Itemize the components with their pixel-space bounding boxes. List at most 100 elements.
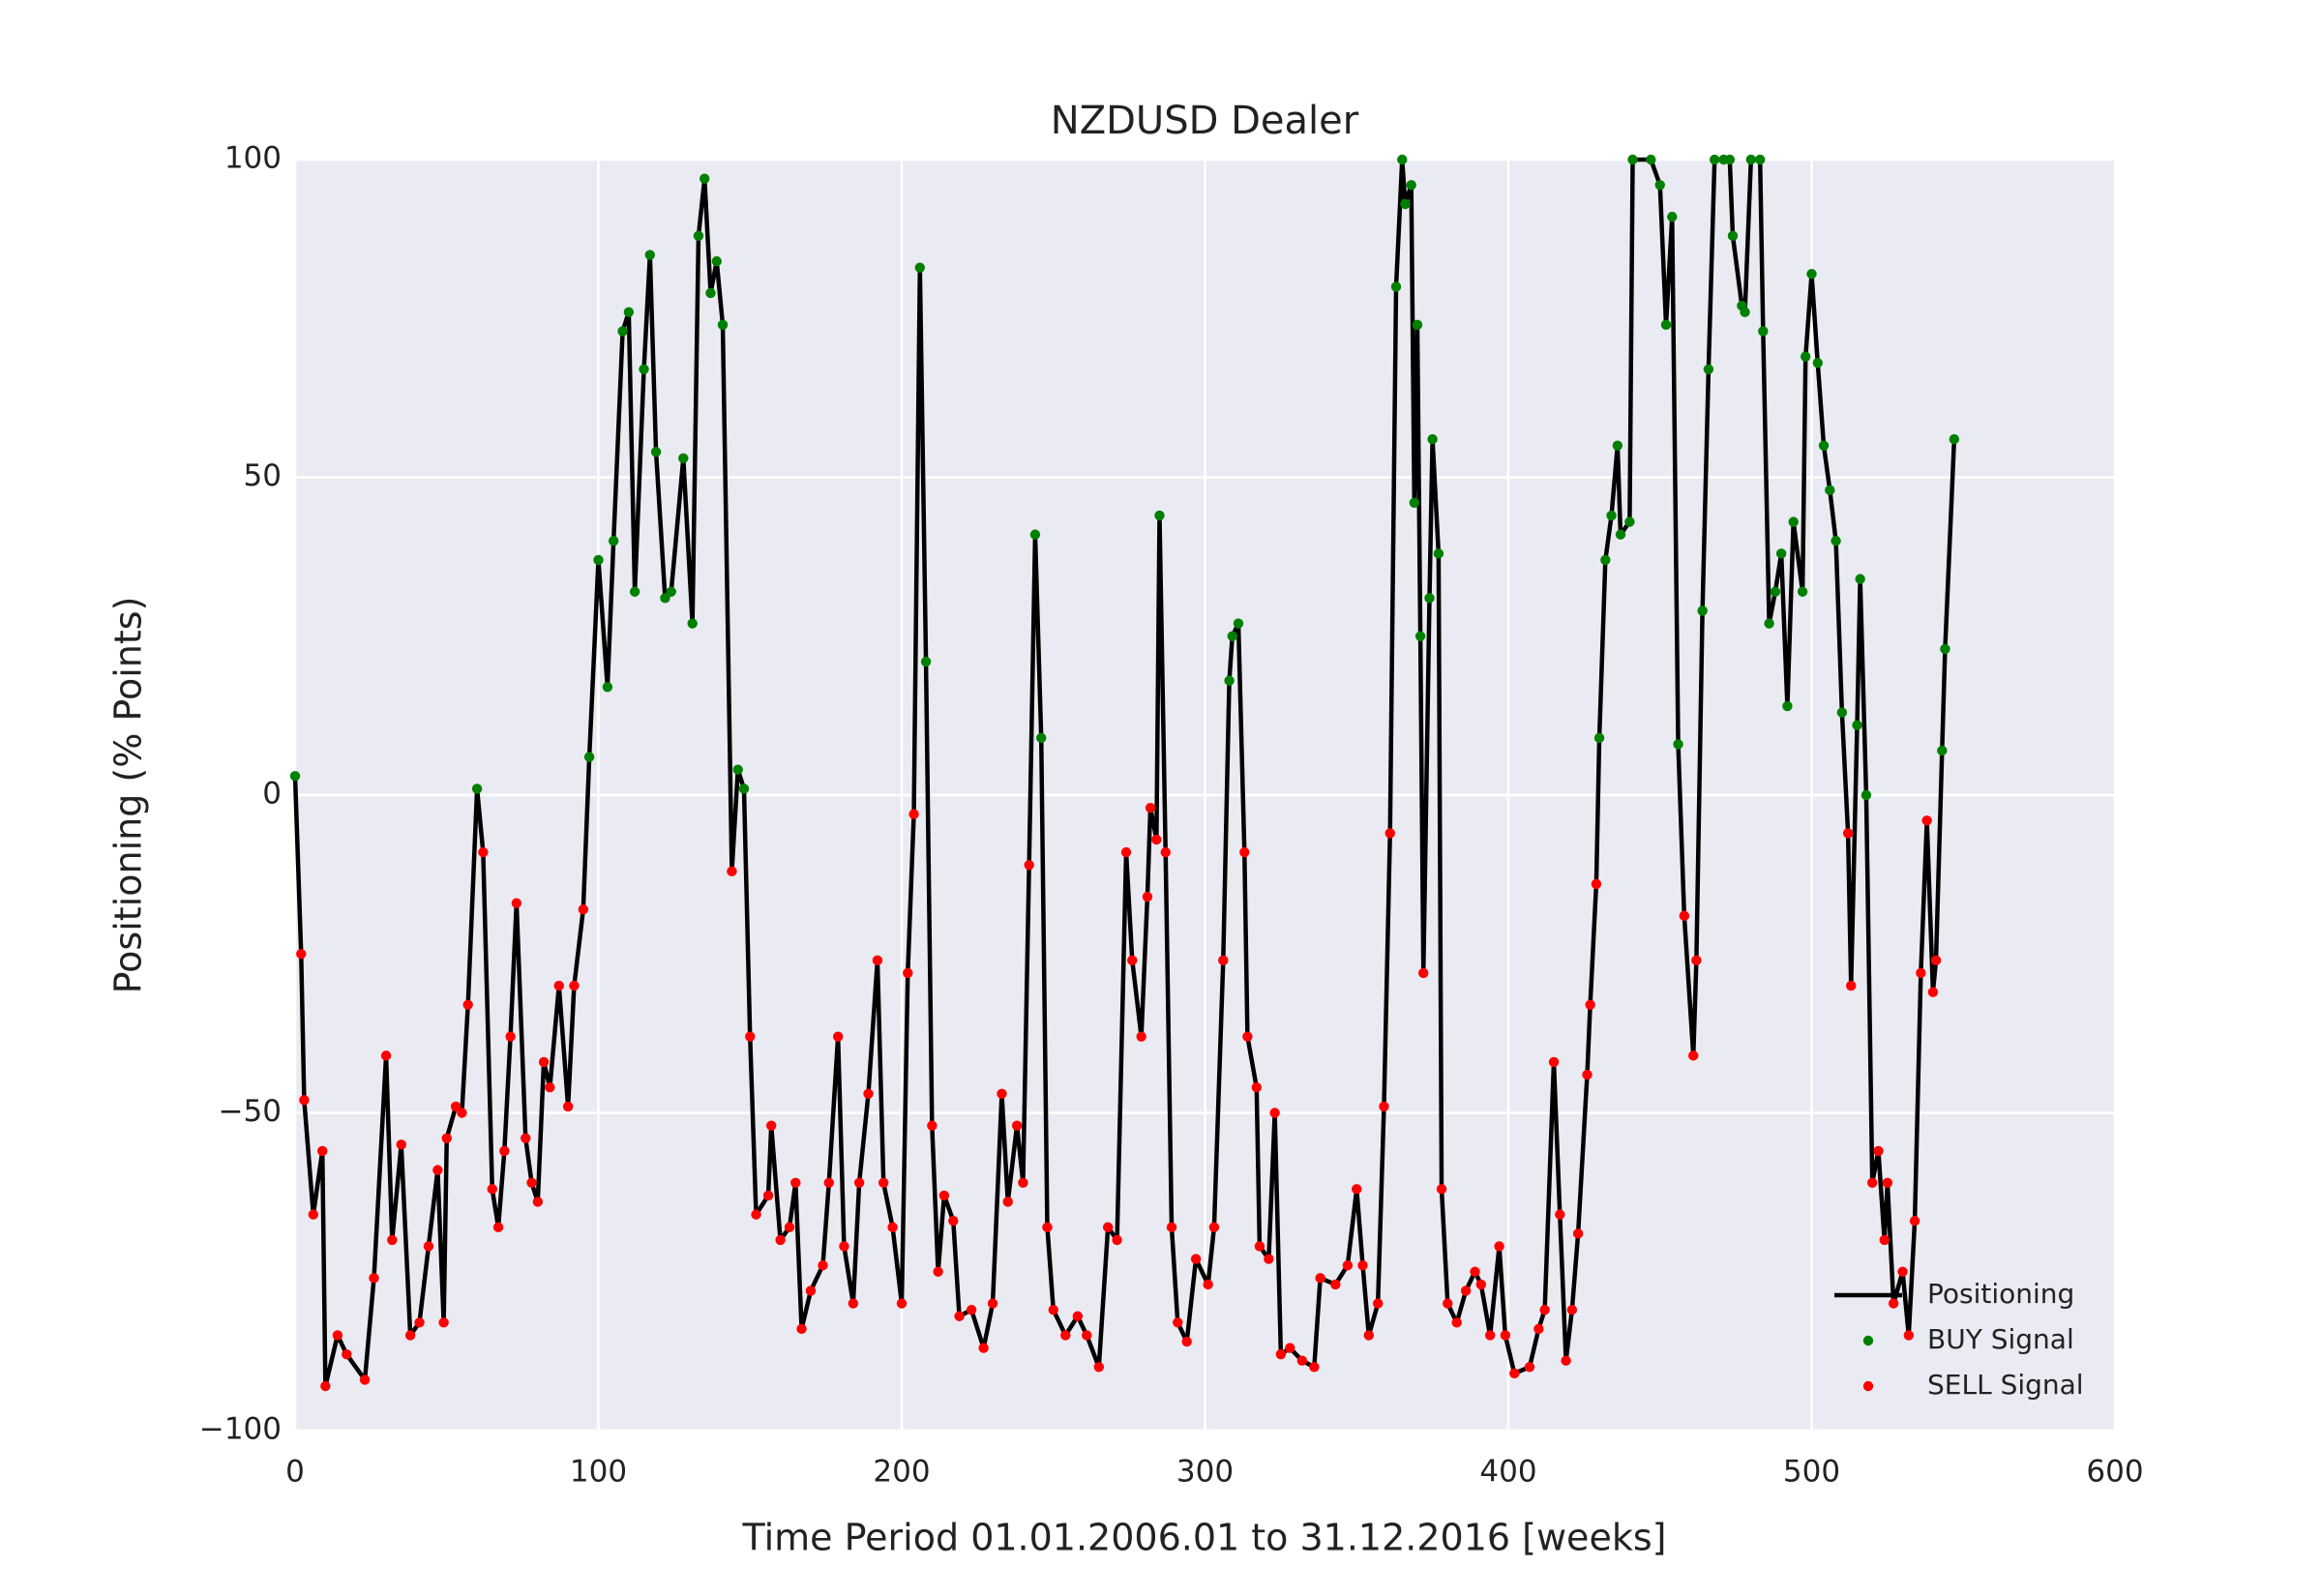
signal-point — [1500, 1330, 1511, 1341]
signal-point — [499, 1145, 510, 1157]
signal-point — [805, 1286, 817, 1296]
signal-point — [1646, 154, 1656, 165]
signal-point — [1145, 802, 1156, 813]
signal-point — [1275, 1348, 1287, 1360]
signal-point — [872, 955, 883, 966]
signal-point — [505, 1031, 516, 1042]
legend-point-swatch — [1862, 1380, 1874, 1392]
signal-point — [1330, 1279, 1341, 1290]
signal-point — [1102, 1222, 1114, 1232]
signal-point — [1352, 1184, 1362, 1195]
signal-point — [1315, 1273, 1325, 1284]
signal-point — [432, 1165, 443, 1175]
signal-point — [920, 656, 932, 667]
signal-point — [1703, 364, 1714, 375]
signal-point — [1949, 433, 1960, 445]
signal-point — [1484, 1330, 1496, 1341]
signal-point — [790, 1177, 801, 1188]
signal-point — [526, 1177, 537, 1188]
signal-point — [1269, 1108, 1280, 1118]
signal-point — [359, 1374, 371, 1385]
signal-point — [1342, 1259, 1354, 1271]
signal-point — [602, 682, 613, 693]
signal-point — [441, 1133, 452, 1143]
signal-point — [1691, 955, 1702, 966]
signal-point — [745, 1031, 756, 1042]
signal-point — [660, 593, 670, 604]
signal-point — [700, 173, 710, 184]
x-axis-label: Time Period 01.01.2006.01 to 31.12.2016 … — [742, 1517, 1667, 1559]
signal-point — [1173, 1317, 1183, 1328]
signal-point — [839, 1241, 849, 1252]
signal-point — [738, 783, 750, 794]
signal-point — [1909, 1215, 1920, 1227]
signal-point — [289, 771, 301, 782]
signal-point — [818, 1259, 828, 1271]
y-tick-label: −100 — [199, 1412, 282, 1447]
signal-point — [1667, 211, 1678, 222]
signal-point — [1861, 789, 1872, 801]
signal-point — [320, 1380, 331, 1392]
signal-point — [1460, 1286, 1472, 1296]
signal-point — [1921, 815, 1932, 826]
signal-point — [1208, 1222, 1220, 1232]
signal-point — [832, 1031, 844, 1042]
signal-point — [1082, 1330, 1092, 1341]
signal-point — [1397, 154, 1408, 165]
y-axis-label: Positioning (% Points) — [107, 597, 150, 994]
signal-point — [1443, 1298, 1453, 1309]
signal-point — [1433, 548, 1444, 559]
signal-point — [1436, 1184, 1447, 1195]
signal-point — [1855, 574, 1865, 584]
signal-point — [1412, 319, 1423, 331]
signal-point — [1357, 1259, 1368, 1271]
signal-point — [1251, 1082, 1262, 1093]
signal-point — [823, 1177, 834, 1188]
signal-point — [1600, 554, 1611, 566]
signal-point — [1296, 1355, 1308, 1366]
signal-point — [863, 1088, 874, 1099]
signal-point — [1181, 1336, 1192, 1347]
signal-point — [538, 1056, 550, 1068]
signal-point — [732, 764, 743, 775]
signal-point — [987, 1298, 998, 1309]
plot-marks — [289, 154, 1960, 1392]
signal-point — [1615, 529, 1626, 540]
signal-point — [1582, 1069, 1593, 1080]
signal-point — [1679, 910, 1690, 922]
signal-point — [623, 307, 635, 317]
signal-point — [717, 319, 729, 331]
signal-point — [1591, 878, 1602, 890]
signal-point — [927, 1120, 938, 1131]
signal-point — [511, 898, 522, 908]
signal-point — [1561, 1355, 1571, 1366]
signal-point — [678, 453, 689, 463]
signal-point — [1801, 351, 1811, 362]
signal-point — [1627, 154, 1638, 165]
signal-point — [1566, 1304, 1578, 1315]
signal-point — [1151, 834, 1162, 845]
signal-point — [1764, 618, 1774, 629]
signal-point — [317, 1145, 328, 1157]
y-tick-label: 100 — [224, 141, 282, 176]
signal-point — [1470, 1266, 1480, 1277]
signal-point — [396, 1139, 406, 1150]
signal-point — [1190, 1254, 1202, 1264]
signal-point — [380, 1050, 392, 1061]
signal-point — [450, 1101, 461, 1112]
signal-point — [914, 262, 926, 273]
legend: Positioning BUY Signal SELL Signal — [1834, 1278, 2084, 1401]
signal-point — [1612, 440, 1623, 451]
signal-point — [705, 287, 716, 299]
signal-point — [1697, 606, 1708, 616]
signal-point — [908, 809, 919, 819]
signal-point — [796, 1323, 807, 1335]
signal-point — [562, 1101, 574, 1112]
signal-point — [997, 1088, 1007, 1099]
signal-point — [1524, 1362, 1535, 1373]
signal-point — [1818, 440, 1830, 451]
signal-point — [308, 1209, 319, 1220]
signal-point — [569, 980, 580, 991]
signal-point — [1755, 154, 1766, 165]
